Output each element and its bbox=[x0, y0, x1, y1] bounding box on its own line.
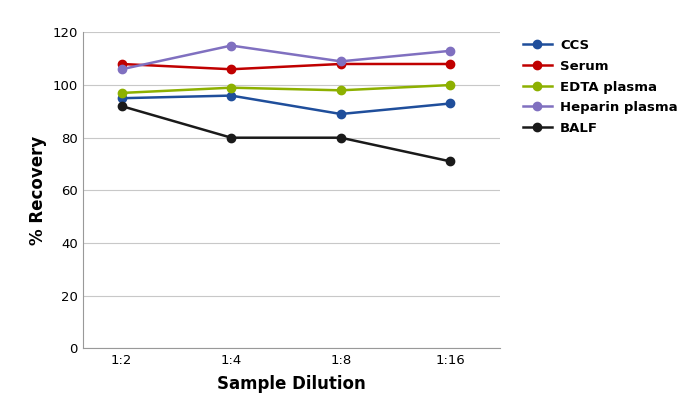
Line: Serum: Serum bbox=[117, 60, 455, 73]
Serum bbox=[227, 67, 235, 72]
X-axis label: Sample Dilution: Sample Dilution bbox=[217, 375, 366, 393]
EDTA plasma bbox=[337, 88, 345, 93]
BALF bbox=[337, 135, 345, 140]
Line: EDTA plasma: EDTA plasma bbox=[117, 81, 455, 97]
Serum bbox=[446, 62, 455, 66]
Serum bbox=[117, 62, 126, 66]
Line: Heparin plasma: Heparin plasma bbox=[117, 41, 455, 73]
CCS bbox=[446, 101, 455, 106]
BALF bbox=[117, 104, 126, 109]
Heparin plasma bbox=[337, 59, 345, 64]
Line: CCS: CCS bbox=[117, 92, 455, 118]
CCS bbox=[227, 93, 235, 98]
BALF bbox=[227, 135, 235, 140]
EDTA plasma bbox=[117, 91, 126, 96]
Heparin plasma bbox=[227, 43, 235, 48]
CCS bbox=[117, 96, 126, 100]
Heparin plasma bbox=[446, 48, 455, 53]
Heparin plasma bbox=[117, 67, 126, 72]
EDTA plasma bbox=[227, 85, 235, 90]
Legend: CCS, Serum, EDTA plasma, Heparin plasma, BALF: CCS, Serum, EDTA plasma, Heparin plasma,… bbox=[523, 39, 677, 135]
EDTA plasma bbox=[446, 83, 455, 87]
BALF bbox=[446, 159, 455, 164]
CCS bbox=[337, 111, 345, 117]
Y-axis label: % Recovery: % Recovery bbox=[28, 136, 46, 245]
Line: BALF: BALF bbox=[117, 102, 455, 166]
Serum bbox=[337, 62, 345, 66]
